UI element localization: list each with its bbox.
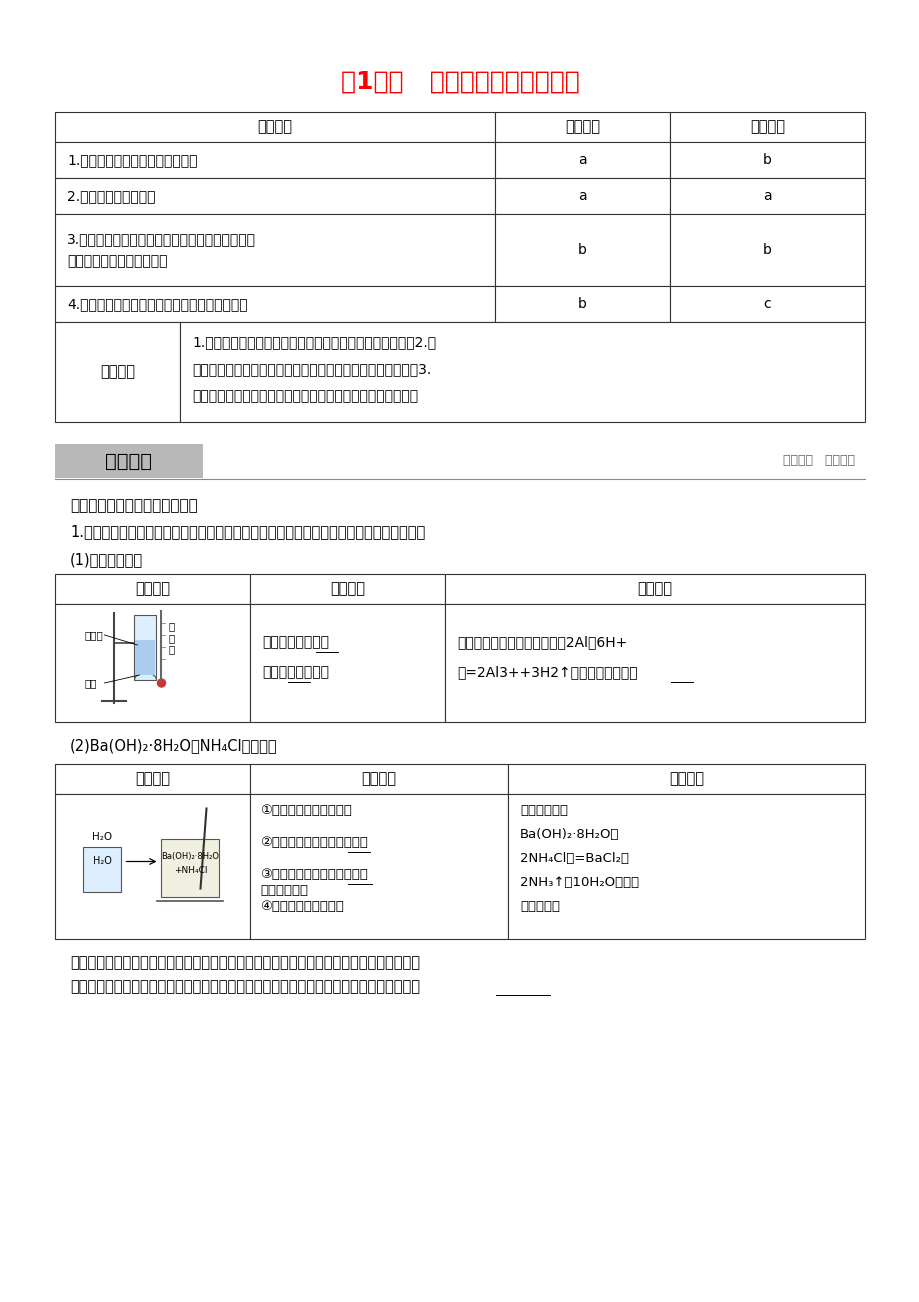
Text: 的能量变化有多种形式，但通常主要表现为热量的变化。化学上把有热量放出的化学反应称: 的能量变化有多种形式，但通常主要表现为热量的变化。化学上把有热量放出的化学反应称 [70, 979, 420, 993]
Text: 温
度
计: 温 度 计 [168, 621, 175, 655]
Bar [669, 112, 864, 142]
Bar [669, 286, 864, 322]
Bar [55, 178, 494, 214]
Bar [669, 214, 864, 286]
Bar [55, 112, 494, 142]
Text: 1.按照下列各实验的操作步骤，完成各实验并将观察到的实验现象及其实验结论填入表中。: 1.按照下列各实验的操作步骤，完成各实验并将观察到的实验现象及其实验结论填入表中… [70, 523, 425, 539]
Bar [84, 846, 121, 892]
Text: ①有刺激性气味气体产生: ①有刺激性气味气体产生 [260, 803, 351, 816]
Text: 知道化学键的断裂和形成是化学反应中能量变化的主要原因。: 知道化学键的断裂和形成是化学反应中能量变化的主要原因。 [192, 389, 417, 404]
Bar [507, 764, 864, 794]
Bar [250, 574, 445, 604]
Text: 由上述实验可知，化学反应都伴随着能量变化，有的放出能量，有的吸收能量。化学反应中: 由上述实验可知，化学反应都伴随着能量变化，有的放出能量，有的吸收能量。化学反应中 [70, 954, 420, 970]
Bar [445, 574, 864, 604]
Bar [135, 641, 155, 674]
Text: 3.从化学反应中的反应物的总能量与生成物的总能: 3.从化学反应中的反应物的总能量与生成物的总能 [67, 232, 255, 246]
Bar [669, 178, 864, 214]
Bar [134, 615, 156, 680]
Text: 2.吸热反应和放热反应: 2.吸热反应和放热反应 [67, 189, 155, 203]
Bar [55, 794, 250, 939]
Bar [445, 604, 864, 723]
Text: ＝=2Al3++3H2↑，该反应放出热量: ＝=2Al3++3H2↑，该反应放出热量 [457, 665, 637, 680]
Text: 新知探究   点点落实: 新知探究 点点落实 [782, 454, 854, 467]
Bar [250, 794, 507, 939]
Text: 新知导学: 新知导学 [106, 452, 153, 470]
Text: 实验现象: 实验现象 [330, 582, 365, 596]
Bar [669, 142, 864, 178]
Text: (1)铝与盐酸反应: (1)铝与盐酸反应 [70, 552, 143, 566]
Text: 化学方程式为: 化学方程式为 [519, 803, 567, 816]
Text: ②用手摸烧杯底部有冰凉感觉: ②用手摸烧杯底部有冰凉感觉 [260, 836, 368, 849]
Bar [494, 142, 669, 178]
Bar [55, 322, 180, 422]
Text: 第1课时   化学反应中的热量变化: 第1课时 化学反应中的热量变化 [340, 70, 579, 94]
Text: Ba(OH)₂·8H₂O: Ba(OH)₂·8H₂O [162, 852, 220, 861]
Bar [494, 178, 669, 214]
Bar [55, 574, 250, 604]
Text: b: b [762, 243, 771, 256]
Text: 一、化学反应中能量变化的探究: 一、化学反应中能量变化的探究 [70, 497, 198, 513]
Bar [55, 214, 494, 286]
Text: 4.化学键的断裂和形成与反应中能量变化的关系: 4.化学键的断裂和形成与反应中能量变化的关系 [67, 297, 247, 311]
Bar [55, 142, 494, 178]
Bar [494, 214, 669, 286]
Text: 2NH₄Cl＝=BaCl₂＋: 2NH₄Cl＝=BaCl₂＋ [519, 852, 629, 865]
Bar [494, 286, 669, 322]
Text: ③用手拿起烧杯，玻璃片粘结: ③用手拿起烧杯，玻璃片粘结 [260, 867, 368, 880]
Bar [55, 286, 494, 322]
Text: a: a [763, 189, 771, 203]
Text: 道吸热反应和放热反应的涵义和常见的放热反应、吸热反应。3.: 道吸热反应和放热反应的涵义和常见的放热反应、吸热反应。3. [192, 362, 431, 376]
Bar [162, 838, 220, 897]
Text: 1.通过生产、生活中的实例了解化学能与热能的相互转化。2.知: 1.通过生产、生活中的实例了解化学能与热能的相互转化。2.知 [192, 335, 436, 349]
Text: 实验现象: 实验现象 [361, 772, 396, 786]
Text: 应吸收热量: 应吸收热量 [519, 900, 560, 913]
Text: 度计指示温度升高: 度计指示温度升高 [262, 665, 329, 680]
Text: H₂O: H₂O [93, 857, 112, 867]
Text: 产生大量气泡、温: 产生大量气泡、温 [262, 635, 329, 648]
Bar [55, 764, 250, 794]
Bar [55, 604, 250, 723]
Text: (2)Ba(OH)₂·8H₂O与NH₄Cl晶体反应: (2)Ba(OH)₂·8H₂O与NH₄Cl晶体反应 [70, 738, 278, 753]
Text: 2NH₃↑＋10H₂O，该反: 2NH₃↑＋10H₂O，该反 [519, 875, 639, 888]
Bar [507, 794, 864, 939]
Text: 实验结论: 实验结论 [637, 582, 672, 596]
Bar [180, 322, 864, 422]
Text: 1.化学反应中能量转化的主要形式: 1.化学反应中能量转化的主要形式 [67, 154, 198, 167]
Text: H₂O: H₂O [92, 832, 112, 841]
Bar [55, 444, 203, 478]
Text: b: b [577, 243, 586, 256]
Text: 量变化理解反应中的热效应: 量变化理解反应中的热效应 [67, 254, 167, 268]
Text: 到烧杯的底部: 到烧杯的底部 [260, 884, 308, 897]
Text: ④烧杯内反应物成糊状: ④烧杯内反应物成糊状 [260, 900, 344, 913]
Bar [494, 112, 669, 142]
Circle shape [157, 680, 165, 687]
Text: a: a [577, 189, 586, 203]
Text: 稀盐酸: 稀盐酸 [85, 630, 103, 641]
Text: a: a [577, 154, 586, 167]
Bar [250, 764, 507, 794]
Text: 实验操作: 实验操作 [135, 772, 170, 786]
Text: Ba(OH)₂·8H₂O＋: Ba(OH)₂·8H₂O＋ [519, 828, 618, 841]
Text: 实验结论: 实验结论 [668, 772, 703, 786]
Text: c: c [763, 297, 770, 311]
Text: b: b [762, 154, 771, 167]
Text: 知识条目: 知识条目 [257, 120, 292, 134]
Text: 能力要求: 能力要求 [100, 365, 135, 379]
Text: 加试要求: 加试要求 [749, 120, 784, 134]
Text: b: b [577, 297, 586, 311]
Text: 铝条: 铝条 [85, 678, 96, 687]
Bar [250, 604, 445, 723]
Text: 铝与盐酸反应的离子方程式为2Al＋6H+: 铝与盐酸反应的离子方程式为2Al＋6H+ [457, 635, 627, 648]
Text: 必考要求: 必考要求 [564, 120, 599, 134]
Text: +NH₄Cl: +NH₄Cl [174, 866, 207, 875]
Text: 实验操作: 实验操作 [135, 582, 170, 596]
